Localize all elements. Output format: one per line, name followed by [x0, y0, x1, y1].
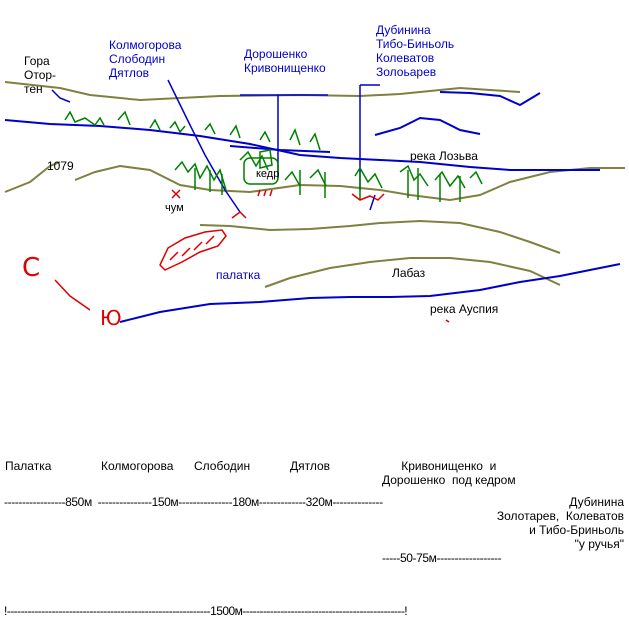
- south-letter: Ю: [100, 306, 122, 330]
- stream-line: [374, 116, 481, 136]
- tree-row: [64, 110, 321, 151]
- contour-line: [4, 161, 61, 193]
- body-mark: [231, 211, 247, 219]
- pointer-group1: [167, 79, 241, 213]
- river-auspiya-label: река Ауспия: [430, 302, 499, 316]
- tree-row: [174, 150, 483, 191]
- contour-line: [4, 81, 521, 102]
- contour-line: [264, 257, 561, 288]
- contour-line: [74, 164, 625, 202]
- auspiya-dot: [445, 319, 450, 323]
- north-arrow: [54, 279, 91, 311]
- labaz-label: Лабаз: [392, 266, 426, 280]
- river-lozva-upper: [229, 145, 331, 153]
- name-slobodin: Слободин: [194, 459, 251, 473]
- contour-line: [199, 219, 561, 254]
- forest: [64, 110, 483, 202]
- pointer-mountain: [51, 89, 71, 103]
- cedar-label: кедр: [256, 168, 280, 180]
- stream-line: [439, 91, 541, 107]
- chum-label: чум: [165, 202, 184, 214]
- name-krivonischenko: Кривонищенко и Дорошенко под кедром: [382, 459, 516, 487]
- mountain-label: Гора Отор- тен: [24, 54, 57, 96]
- distance-line-stream: -----50-75м------------------: [382, 551, 502, 565]
- north-letter: С: [22, 253, 40, 283]
- group2-names: Дорошенко Кривонищенко: [244, 47, 326, 75]
- name-kolmogorova: Колмогорова: [101, 459, 174, 473]
- red-marks: [54, 189, 450, 323]
- tent-label: палатка: [216, 268, 261, 282]
- group3-names: Дубинина Тибо-Биньоль Колеватов Золоьаре…: [376, 23, 455, 79]
- distance-line-main: -----------------850м ---------------150…: [4, 495, 383, 509]
- river-lozva-label: река Лозьва: [410, 149, 478, 163]
- group-by-stream: Дубинина Золотарев, Колеватов и Тибо-Бри…: [496, 495, 624, 551]
- cedar-marker: [243, 157, 279, 185]
- group1-names: Колмогорова Слободин Дятлов: [109, 38, 182, 80]
- tree-trunks: [194, 168, 461, 202]
- body-mark: [257, 189, 273, 197]
- contour-lines: [4, 81, 625, 288]
- name-dyatlov: Дятлов: [290, 459, 331, 473]
- body-mark: [351, 193, 385, 201]
- rivers: [4, 91, 621, 323]
- river-lozva-line: [4, 119, 600, 171]
- distance-line-total: !---------------------------------------…: [4, 604, 408, 618]
- river-auspiya-line: [119, 263, 621, 323]
- height-label: 1079: [47, 159, 74, 173]
- tent-sketch: [159, 229, 227, 271]
- name-palatka: Палатка: [5, 459, 52, 473]
- chum-mark: [171, 189, 181, 199]
- pointer-lines: [51, 79, 380, 213]
- tree-line: [259, 149, 273, 169]
